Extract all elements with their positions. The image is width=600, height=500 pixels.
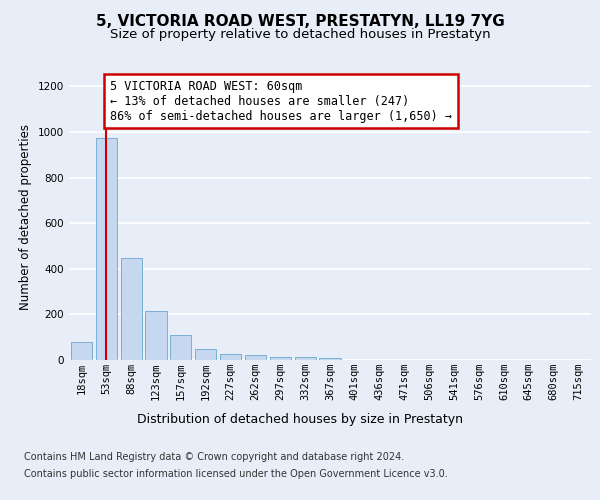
Text: Size of property relative to detached houses in Prestatyn: Size of property relative to detached ho…: [110, 28, 490, 41]
Bar: [121, 258, 142, 360]
Bar: [195, 349, 216, 360]
Text: Distribution of detached houses by size in Prestatyn: Distribution of detached houses by size …: [137, 412, 463, 426]
Bar: [319, 358, 341, 360]
Text: 5 VICTORIA ROAD WEST: 60sqm
← 13% of detached houses are smaller (247)
86% of se: 5 VICTORIA ROAD WEST: 60sqm ← 13% of det…: [110, 80, 452, 122]
Bar: [170, 335, 191, 360]
Bar: [96, 138, 117, 360]
Text: Contains HM Land Registry data © Crown copyright and database right 2024.: Contains HM Land Registry data © Crown c…: [24, 452, 404, 462]
Bar: [145, 311, 167, 360]
Y-axis label: Number of detached properties: Number of detached properties: [19, 124, 32, 310]
Bar: [295, 358, 316, 360]
Bar: [270, 356, 291, 360]
Bar: [245, 356, 266, 360]
Bar: [71, 342, 92, 360]
Bar: [220, 354, 241, 360]
Text: 5, VICTORIA ROAD WEST, PRESTATYN, LL19 7YG: 5, VICTORIA ROAD WEST, PRESTATYN, LL19 7…: [95, 14, 505, 29]
Text: Contains public sector information licensed under the Open Government Licence v3: Contains public sector information licen…: [24, 469, 448, 479]
